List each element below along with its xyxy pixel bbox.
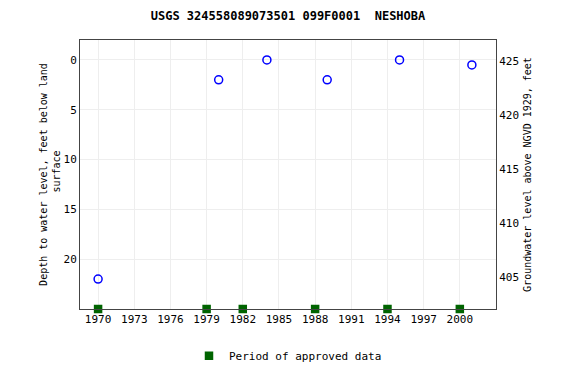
svg-text:1997: 1997 [410,313,437,326]
svg-text:1976: 1976 [157,313,184,326]
svg-text:20: 20 [64,253,77,266]
svg-text:1991: 1991 [338,313,365,326]
svg-text:5: 5 [70,104,77,117]
svg-text:2000: 2000 [447,313,474,326]
svg-text:1982: 1982 [230,313,257,326]
svg-text:420: 420 [499,109,519,122]
svg-text:15: 15 [64,203,77,216]
svg-text:0: 0 [70,54,77,67]
svg-text:425: 425 [499,55,519,68]
svg-text:USGS 324558089073501 099F0001: USGS 324558089073501 099F0001 NESHOBA [151,9,426,23]
svg-text:1994: 1994 [374,313,401,326]
svg-text:1988: 1988 [302,313,329,326]
svg-text:415: 415 [499,163,519,176]
svg-text:1979: 1979 [193,313,220,326]
svg-text:Depth to water level, feet bel: Depth to water level, feet below land su… [38,63,62,286]
svg-text:Groundwater level above NGVD 1: Groundwater level above NGVD 1929, feet [522,57,533,292]
svg-text:Period of approved data: Period of approved data [229,350,381,363]
svg-text:410: 410 [499,217,519,230]
svg-text:1985: 1985 [266,313,293,326]
svg-text:405: 405 [499,271,519,284]
svg-text:1973: 1973 [121,313,148,326]
svg-text:1970: 1970 [85,313,112,326]
svg-text:10: 10 [64,153,77,166]
